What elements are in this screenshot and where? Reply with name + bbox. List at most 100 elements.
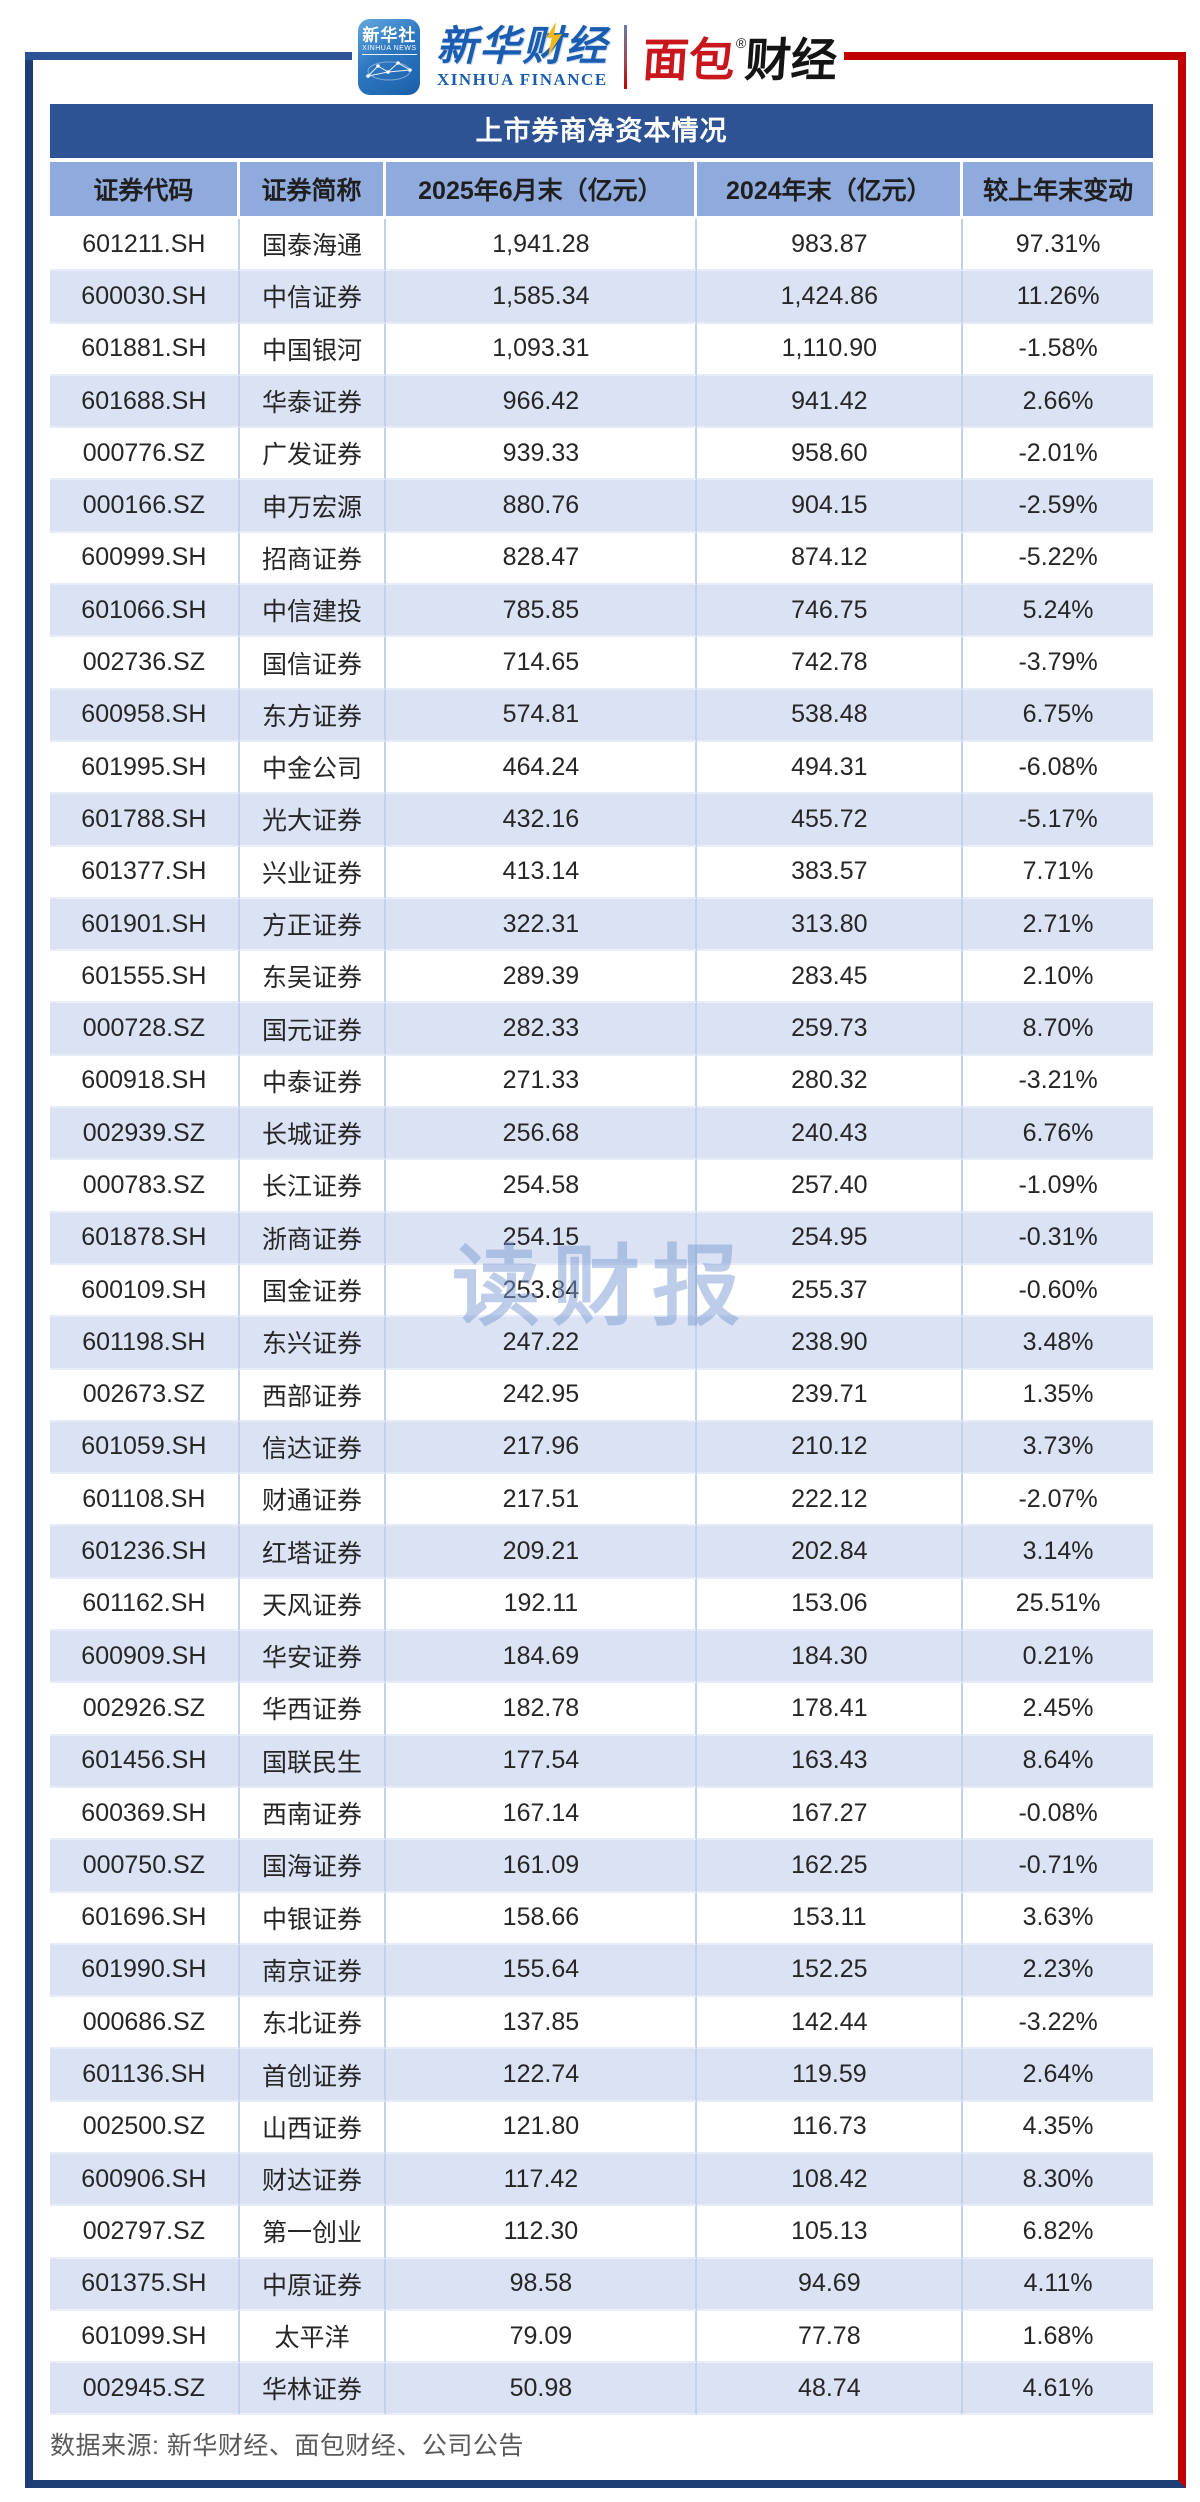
cell-change: 5.24% bbox=[963, 585, 1153, 638]
data-source-note: 数据来源: 新华财经、面包财经、公司公告 bbox=[50, 2432, 524, 2460]
cell-change: 3.63% bbox=[963, 1892, 1153, 1945]
xinhua-finance-logo: 新华财经 XINHUA FINANCE bbox=[436, 22, 608, 90]
cell-2024-end: 108.42 bbox=[697, 2153, 964, 2207]
cell-2025-jun: 192.11 bbox=[386, 1578, 698, 1632]
cell-2024-end: 254.95 bbox=[697, 1212, 964, 1265]
cell-2024-end: 162.25 bbox=[697, 1840, 964, 1893]
cell-2024-end: 1,424.86 bbox=[697, 271, 964, 324]
cell-name: 申万宏源 bbox=[239, 480, 387, 533]
cell-2025-jun: 242.95 bbox=[386, 1369, 698, 1422]
cell-2025-jun: 254.15 bbox=[386, 1212, 698, 1265]
cell-2024-end: 983.87 bbox=[697, 219, 964, 272]
cell-2025-jun: 167.14 bbox=[386, 1787, 698, 1841]
table-row: 601555.SH 东吴证券 289.39 283.45 2.10% bbox=[50, 951, 1153, 1004]
table-row: 601059.SH 信达证券 217.96 210.12 3.73% bbox=[50, 1421, 1153, 1475]
xinhua-news-app-icon: 新华社 XINHUA NEWS bbox=[358, 19, 421, 95]
table-title: 上市券商净资本情况 bbox=[50, 104, 1153, 158]
cell-2024-end: 105.13 bbox=[697, 2206, 964, 2259]
table-row: 601236.SH 红塔证券 209.21 202.84 3.14% bbox=[50, 1526, 1153, 1579]
table-row: 600909.SH 华安证券 184.69 184.30 0.21% bbox=[50, 1631, 1153, 1684]
cell-name: 光大证券 bbox=[239, 794, 387, 847]
cell-2025-jun: 177.54 bbox=[386, 1735, 698, 1788]
cell-2025-jun: 155.64 bbox=[386, 1944, 698, 1998]
cell-change: 0.21% bbox=[963, 1631, 1153, 1684]
cell-name: 国海证券 bbox=[239, 1840, 387, 1893]
cell-change: 3.73% bbox=[963, 1421, 1153, 1475]
cell-name: 财通证券 bbox=[239, 1474, 387, 1527]
cell-2025-jun: 98.58 bbox=[386, 2258, 698, 2311]
cell-code: 601555.SH bbox=[50, 951, 240, 1004]
table-row: 600958.SH 东方证券 574.81 538.48 6.75% bbox=[50, 689, 1153, 742]
table-row: 601198.SH 东兴证券 247.22 238.90 3.48% bbox=[50, 1317, 1153, 1370]
cell-2024-end: 163.43 bbox=[697, 1735, 964, 1788]
cell-name: 中泰证券 bbox=[239, 1055, 387, 1109]
cell-name: 国信证券 bbox=[239, 637, 387, 690]
cell-2024-end: 119.59 bbox=[697, 2049, 964, 2102]
cell-name: 兴业证券 bbox=[239, 846, 387, 899]
cell-2025-jun: 256.68 bbox=[386, 1108, 698, 1161]
cell-change: -2.07% bbox=[963, 1474, 1153, 1527]
cell-2024-end: 455.72 bbox=[697, 794, 964, 847]
cell-2025-jun: 217.96 bbox=[386, 1421, 698, 1475]
cell-name: 华安证券 bbox=[239, 1631, 387, 1684]
cell-2025-jun: 112.30 bbox=[386, 2206, 698, 2259]
table-row: 600999.SH 招商证券 828.47 874.12 -5.22% bbox=[50, 532, 1153, 586]
cell-name: 国泰海通 bbox=[239, 219, 387, 272]
cell-code: 601108.SH bbox=[50, 1474, 240, 1527]
cell-change: 2.66% bbox=[963, 375, 1153, 429]
cell-code: 002945.SZ bbox=[50, 2363, 240, 2416]
cell-change: -2.01% bbox=[963, 428, 1153, 481]
cell-code: 002736.SZ bbox=[50, 637, 240, 690]
cell-2024-end: 239.71 bbox=[697, 1369, 964, 1422]
cell-code: 601995.SH bbox=[50, 741, 240, 795]
cell-code: 600109.SH bbox=[50, 1264, 240, 1318]
table-row: 601375.SH 中原证券 98.58 94.69 4.11% bbox=[50, 2258, 1153, 2311]
cell-name: 国金证券 bbox=[239, 1264, 387, 1318]
cell-2025-jun: 117.42 bbox=[386, 2153, 698, 2207]
cell-change: -1.58% bbox=[963, 323, 1153, 376]
cell-change: 2.45% bbox=[963, 1683, 1153, 1736]
cell-2024-end: 383.57 bbox=[697, 846, 964, 899]
cell-2025-jun: 966.42 bbox=[386, 375, 698, 429]
breadfinance-cn-red: 面包 bbox=[641, 34, 737, 86]
cell-name: 招商证券 bbox=[239, 532, 387, 586]
cell-2024-end: 257.40 bbox=[697, 1160, 964, 1213]
cell-2024-end: 742.78 bbox=[697, 637, 964, 690]
cell-2024-end: 283.45 bbox=[697, 951, 964, 1004]
cell-name: 浙商证券 bbox=[239, 1212, 387, 1265]
cell-code: 600369.SH bbox=[50, 1787, 240, 1841]
cell-name: 国元证券 bbox=[239, 1003, 387, 1056]
cell-code: 601881.SH bbox=[50, 323, 240, 376]
cell-2025-jun: 880.76 bbox=[386, 480, 698, 533]
table-row: 002797.SZ 第一创业 112.30 105.13 6.82% bbox=[50, 2206, 1153, 2259]
cell-code: 000728.SZ bbox=[50, 1003, 240, 1056]
cell-code: 601198.SH bbox=[50, 1317, 240, 1370]
table-row: 000166.SZ 申万宏源 880.76 904.15 -2.59% bbox=[50, 480, 1153, 533]
cell-name: 信达证券 bbox=[239, 1421, 387, 1475]
cell-code: 601788.SH bbox=[50, 794, 240, 847]
cell-2025-jun: 271.33 bbox=[386, 1055, 698, 1109]
table-row: 601901.SH 方正证券 322.31 313.80 2.71% bbox=[50, 898, 1153, 952]
cell-code: 601377.SH bbox=[50, 846, 240, 899]
cell-change: 7.71% bbox=[963, 846, 1153, 899]
table-row: 601881.SH 中国银河 1,093.31 1,110.90 -1.58% bbox=[50, 323, 1153, 376]
cell-name: 第一创业 bbox=[239, 2206, 387, 2259]
table-row: 002500.SZ 山西证券 121.80 116.73 4.35% bbox=[50, 2101, 1153, 2154]
cell-change: 25.51% bbox=[963, 1578, 1153, 1632]
xinhua-news-en-label: XINHUA NEWS bbox=[362, 45, 417, 55]
cell-name: 中金公司 bbox=[239, 741, 387, 795]
cell-name: 西部证券 bbox=[239, 1369, 387, 1422]
table-row: 601211.SH 国泰海通 1,941.28 983.87 97.31% bbox=[50, 219, 1153, 272]
cell-change: 2.10% bbox=[963, 951, 1153, 1004]
cell-2024-end: 222.12 bbox=[697, 1474, 964, 1527]
header-col-2025-jun: 2025年6月末（亿元） bbox=[386, 162, 698, 216]
cell-2024-end: 48.74 bbox=[697, 2363, 964, 2416]
cell-2024-end: 153.11 bbox=[697, 1892, 964, 1945]
cell-2025-jun: 828.47 bbox=[386, 532, 698, 586]
table-row: 601990.SH 南京证券 155.64 152.25 2.23% bbox=[50, 1944, 1153, 1998]
table-row: 000686.SZ 东北证券 137.85 142.44 -3.22% bbox=[50, 1997, 1153, 2050]
cell-code: 000783.SZ bbox=[50, 1160, 240, 1213]
cell-name: 西南证券 bbox=[239, 1787, 387, 1841]
cell-name: 东兴证券 bbox=[239, 1317, 387, 1370]
cell-code: 601059.SH bbox=[50, 1421, 240, 1475]
